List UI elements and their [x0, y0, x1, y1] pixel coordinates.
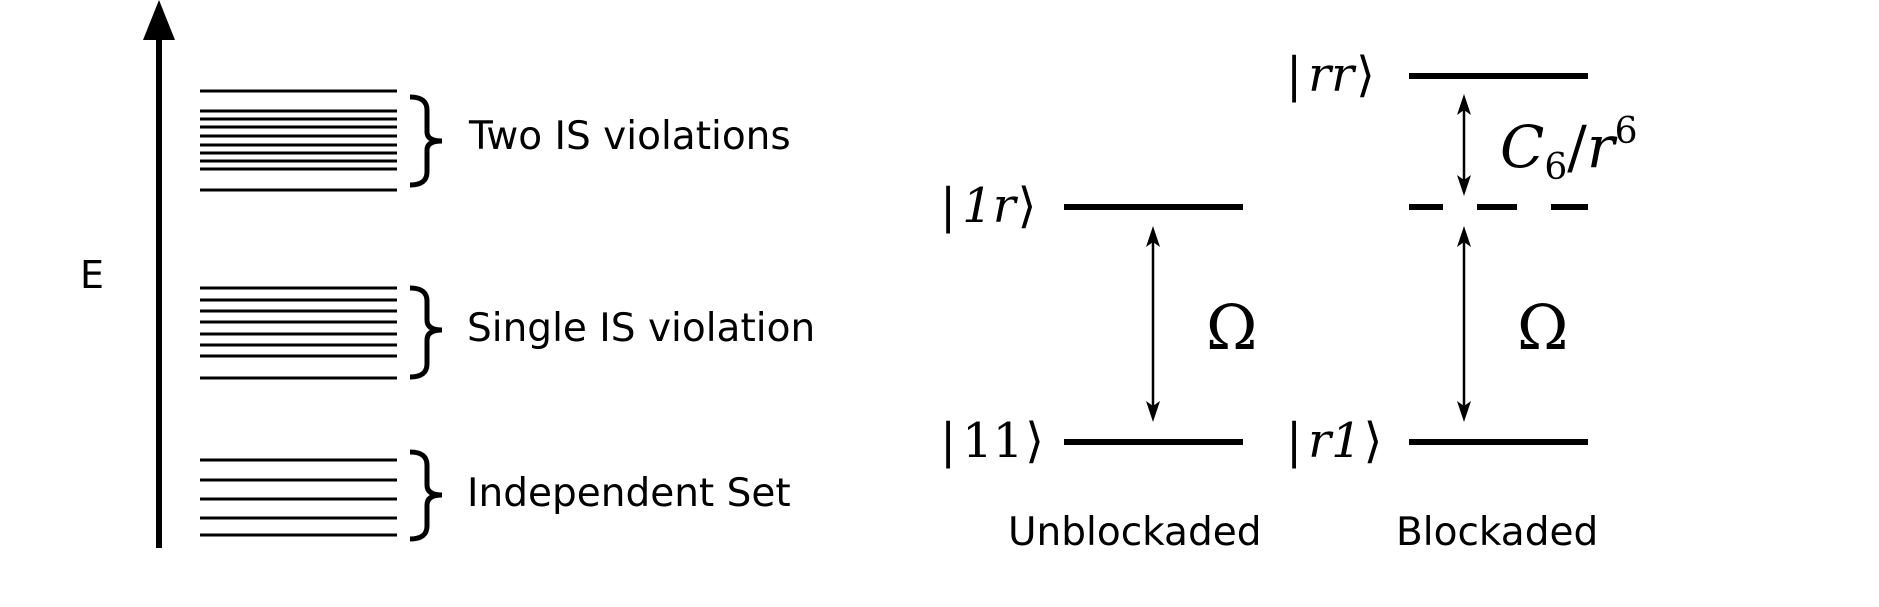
- band-label: Two IS violations: [468, 114, 791, 159]
- energy-axis: E: [80, 0, 175, 548]
- interaction-shift-label: C6/r6: [1500, 111, 1637, 188]
- band-single-is-violation: Single IS violation: [200, 285, 815, 380]
- band-brace: [409, 94, 443, 188]
- blockaded-scheme: | rr⟩ | r1⟩ C6/r6 Ω Blockaded: [1286, 47, 1637, 555]
- band-independent-set: Independent Set: [200, 449, 791, 542]
- band-label: Independent Set: [467, 471, 791, 516]
- rabi-frequency-label: Ω: [1517, 291, 1568, 364]
- state-label-r1: | r1⟩: [1286, 413, 1382, 469]
- rabi-coupling-arrow: [1457, 226, 1471, 422]
- band-levels: [200, 89, 397, 192]
- state-label-rr: | rr⟩: [1286, 47, 1375, 103]
- band-label: Single IS violation: [467, 306, 815, 351]
- state-label-1r: | 1r⟩: [940, 178, 1036, 234]
- band-levels: [200, 458, 397, 537]
- caption-blockaded: Blockaded: [1396, 510, 1598, 555]
- rabi-coupling-arrow: [1146, 226, 1160, 422]
- band-two-is-violations: Two IS violations: [200, 89, 791, 192]
- state-label-11: | 11⟩: [940, 413, 1044, 469]
- unblockaded-scheme: | 1r⟩ | 11⟩ Ω Unblockaded: [940, 178, 1261, 555]
- energy-axis-label: E: [80, 253, 104, 297]
- caption-unblockaded: Unblockaded: [1008, 510, 1261, 555]
- energy-axis-arrowhead: [143, 0, 175, 40]
- rabi-frequency-label: Ω: [1206, 291, 1257, 364]
- band-levels: [200, 286, 397, 380]
- band-brace: [409, 449, 443, 542]
- band-brace: [409, 285, 443, 380]
- interaction-shift-arrow: [1457, 94, 1471, 196]
